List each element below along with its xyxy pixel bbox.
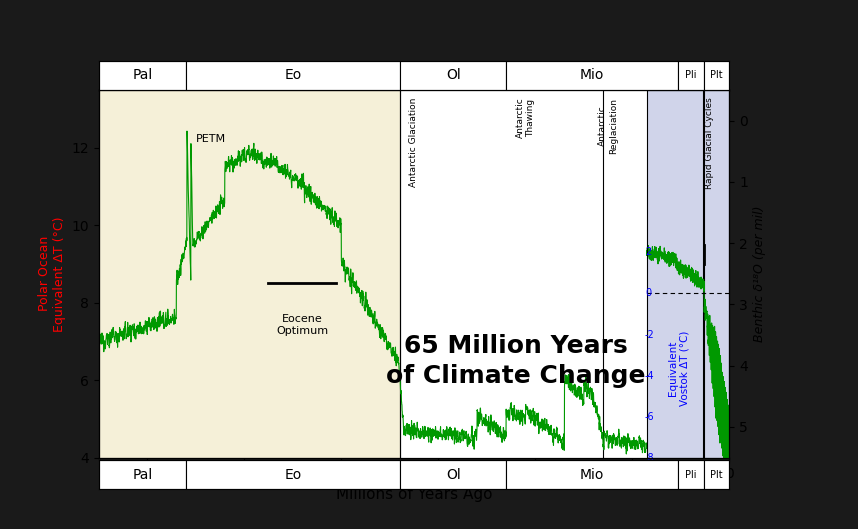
Bar (647, 90, 729, 458)
Bar (401, 460, 506, 489)
Text: Mio: Mio (580, 468, 604, 482)
Text: Pal: Pal (132, 468, 153, 482)
X-axis label: Millions of Years Ago: Millions of Years Ago (335, 487, 492, 502)
Bar (678, 460, 704, 489)
Text: -8: -8 (645, 453, 655, 462)
Text: Pli: Pli (686, 470, 697, 480)
Text: 0: 0 (645, 288, 651, 298)
Text: -4: -4 (645, 370, 655, 380)
Bar (678, 61, 704, 90)
Text: PETM: PETM (196, 134, 226, 144)
Bar (506, 61, 678, 90)
Text: Pli: Pli (686, 70, 697, 80)
Text: Antarctic
Thawing: Antarctic Thawing (516, 98, 535, 139)
Text: Eo: Eo (285, 68, 302, 83)
Text: Plt: Plt (710, 70, 723, 80)
Text: Ol: Ol (446, 468, 461, 482)
Bar (704, 61, 729, 90)
Text: Rapid Glacial Cycles: Rapid Glacial Cycles (705, 98, 715, 189)
Bar (186, 460, 401, 489)
Y-axis label: Polar Ocean
Equivalent ΔT (°C): Polar Ocean Equivalent ΔT (°C) (38, 216, 66, 332)
Text: 65 Million Years
of Climate Change: 65 Million Years of Climate Change (386, 334, 645, 388)
Text: -2: -2 (645, 330, 655, 340)
Text: Pal: Pal (132, 68, 153, 83)
Text: Plt: Plt (710, 470, 723, 480)
Text: 2: 2 (645, 248, 651, 258)
Bar (704, 460, 729, 489)
Bar (647, 90, 729, 458)
Text: Antarctic Glaciation: Antarctic Glaciation (409, 98, 419, 187)
Bar (186, 61, 401, 90)
Text: Eo: Eo (285, 468, 302, 482)
Bar (99, 90, 401, 458)
Text: Equivalent
Vostok ΔT (°C): Equivalent Vostok ΔT (°C) (668, 331, 690, 406)
Bar (401, 61, 506, 90)
Text: Antarctic
Reglaciation: Antarctic Reglaciation (598, 98, 618, 153)
Text: Ol: Ol (446, 68, 461, 83)
Bar (506, 460, 678, 489)
Text: Mio: Mio (580, 68, 604, 83)
Bar (99, 460, 186, 489)
Bar (99, 61, 186, 90)
Text: Eocene
Optimum: Eocene Optimum (276, 314, 329, 336)
Text: -6: -6 (645, 412, 655, 422)
Y-axis label: Benthic δ¹⁸O (per mil): Benthic δ¹⁸O (per mil) (753, 205, 766, 342)
